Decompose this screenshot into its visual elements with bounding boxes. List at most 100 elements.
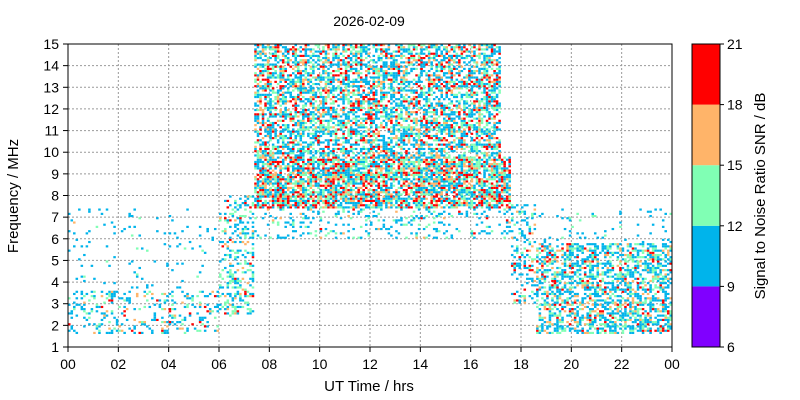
snr-cell bbox=[332, 139, 335, 142]
snr-cell bbox=[380, 173, 383, 177]
snr-cell bbox=[372, 158, 376, 161]
snr-cell bbox=[317, 173, 320, 177]
snr-cell bbox=[417, 160, 421, 164]
snr-cell bbox=[354, 173, 358, 177]
snr-cell bbox=[269, 165, 272, 168]
snr-cell bbox=[327, 197, 330, 200]
snr-cell bbox=[229, 271, 232, 274]
snr-cell bbox=[364, 100, 368, 103]
snr-cell bbox=[294, 163, 298, 166]
snr-cell bbox=[347, 85, 350, 88]
snr-cell bbox=[342, 121, 345, 125]
snr-cell bbox=[417, 54, 421, 57]
snr-cell bbox=[445, 160, 449, 164]
snr-cell bbox=[339, 176, 343, 179]
snr-cell bbox=[392, 115, 396, 118]
snr-cell bbox=[264, 134, 267, 138]
snr-cell bbox=[317, 137, 320, 140]
snr-cell bbox=[161, 331, 164, 335]
snr-cell bbox=[508, 199, 511, 202]
snr-cell bbox=[490, 163, 494, 166]
snr-cell bbox=[415, 201, 418, 205]
snr-cell bbox=[493, 186, 496, 189]
snr-cell bbox=[181, 301, 184, 304]
snr-cell bbox=[304, 204, 308, 207]
snr-cell bbox=[375, 206, 378, 209]
snr-cell bbox=[354, 102, 358, 105]
snr-cell bbox=[364, 119, 368, 122]
snr-cell bbox=[324, 113, 328, 116]
snr-cell bbox=[354, 63, 358, 66]
snr-cell bbox=[324, 206, 328, 209]
snr-cell bbox=[332, 180, 335, 183]
snr-cell bbox=[440, 93, 443, 96]
snr-cell bbox=[425, 165, 428, 168]
snr-cell bbox=[440, 132, 443, 135]
snr-cell bbox=[229, 292, 232, 296]
snr-cell bbox=[249, 277, 252, 280]
snr-cell bbox=[377, 48, 381, 51]
snr-cell bbox=[294, 201, 298, 205]
snr-cell bbox=[291, 50, 295, 53]
snr-cell bbox=[354, 182, 358, 185]
snr-cell bbox=[324, 50, 328, 53]
snr-cell bbox=[437, 197, 441, 200]
snr-cell bbox=[488, 176, 491, 179]
snr-cell bbox=[73, 329, 76, 332]
snr-cell bbox=[322, 173, 325, 177]
snr-cell bbox=[181, 279, 184, 283]
snr-cell bbox=[332, 147, 335, 151]
snr-cell bbox=[221, 305, 225, 309]
snr-cell bbox=[437, 147, 441, 151]
snr-cell bbox=[334, 124, 338, 127]
snr-cell bbox=[327, 193, 330, 196]
snr-cell bbox=[324, 65, 328, 68]
snr-cell bbox=[108, 299, 111, 302]
snr-cell bbox=[354, 186, 358, 189]
snr-cell bbox=[372, 98, 376, 101]
snr-cell bbox=[367, 72, 370, 75]
snr-cell bbox=[334, 169, 338, 172]
snr-cell bbox=[342, 108, 345, 112]
snr-cell bbox=[284, 128, 287, 131]
snr-cell bbox=[362, 184, 365, 187]
snr-cell bbox=[324, 139, 328, 142]
snr-cell bbox=[347, 139, 350, 142]
snr-cell bbox=[286, 100, 290, 103]
snr-cell bbox=[299, 178, 303, 181]
snr-cell bbox=[425, 119, 428, 122]
snr-cell bbox=[254, 163, 257, 166]
snr-cell bbox=[307, 163, 310, 166]
snr-cell bbox=[362, 145, 365, 148]
snr-cell bbox=[463, 156, 466, 159]
snr-cell bbox=[95, 225, 99, 228]
snr-cell bbox=[334, 113, 338, 116]
snr-cell bbox=[312, 134, 315, 138]
snr-cell bbox=[344, 72, 348, 75]
snr-cell bbox=[276, 48, 280, 51]
snr-cell bbox=[407, 128, 411, 131]
snr-cell bbox=[269, 132, 272, 135]
snr-cell bbox=[178, 286, 182, 289]
snr-cell bbox=[483, 195, 486, 198]
snr-cell bbox=[342, 171, 345, 174]
snr-cell bbox=[463, 171, 466, 174]
snr-cell bbox=[430, 111, 433, 114]
snr-cell bbox=[312, 119, 315, 122]
snr-cell bbox=[329, 108, 333, 112]
snr-cell bbox=[505, 189, 509, 192]
snr-cell bbox=[118, 297, 121, 300]
snr-cell bbox=[312, 113, 315, 116]
snr-cell bbox=[448, 186, 451, 189]
snr-cell bbox=[324, 52, 328, 55]
snr-cell bbox=[432, 119, 436, 122]
snr-cell bbox=[206, 310, 209, 313]
snr-cell bbox=[354, 46, 358, 49]
snr-cell bbox=[372, 165, 376, 168]
snr-cell bbox=[266, 102, 270, 105]
snr-cell bbox=[387, 52, 391, 55]
snr-cell bbox=[380, 199, 383, 202]
snr-cell bbox=[344, 201, 348, 205]
snr-cell bbox=[392, 74, 396, 77]
snr-cell bbox=[289, 158, 292, 161]
